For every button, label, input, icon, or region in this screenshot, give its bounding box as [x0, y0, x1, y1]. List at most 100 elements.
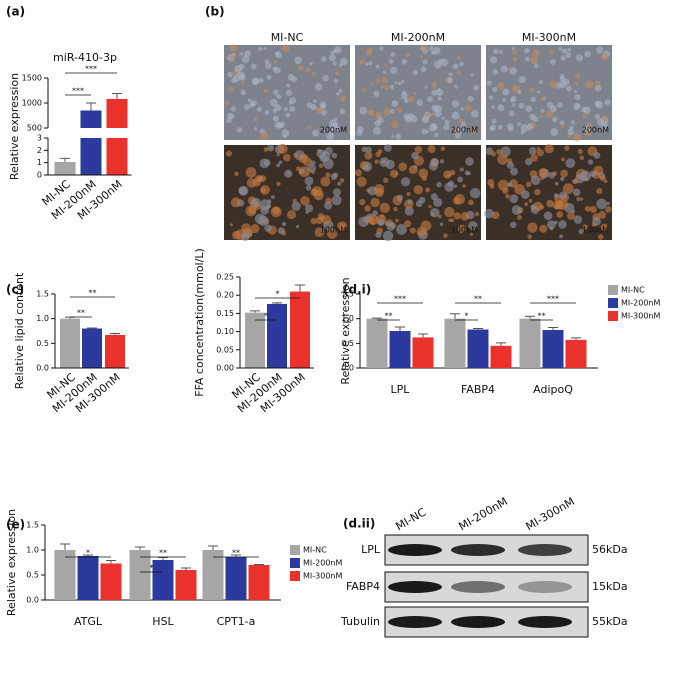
cell	[263, 46, 267, 50]
cell	[474, 211, 480, 217]
cell	[530, 56, 538, 65]
cell	[505, 194, 510, 199]
y-tick-label: 0.15	[216, 309, 234, 318]
cell	[328, 54, 336, 62]
y-tick-label: 3	[37, 134, 42, 143]
cell	[487, 179, 495, 187]
cell	[244, 104, 250, 110]
y-axis-label: Relative expression	[339, 277, 352, 384]
x-tick-label: FABP4	[461, 383, 495, 396]
cell	[579, 155, 585, 161]
cell	[421, 175, 428, 182]
legend-label: MI-NC	[303, 546, 327, 555]
blot-row-label: LPL	[361, 543, 381, 556]
cell	[244, 50, 251, 58]
cell	[300, 196, 310, 206]
cell	[283, 153, 291, 162]
error-bar	[571, 337, 581, 340]
cell	[574, 94, 581, 101]
cell	[276, 181, 281, 186]
cell	[580, 197, 584, 201]
y-tick-label: 500	[27, 124, 42, 133]
cell	[597, 234, 604, 240]
cell	[276, 163, 281, 168]
cell	[569, 125, 574, 130]
cell	[329, 130, 334, 136]
cell	[314, 227, 325, 238]
cell	[428, 204, 432, 209]
cell	[413, 91, 417, 95]
bar	[412, 337, 434, 368]
cell	[326, 228, 338, 239]
significance-label: *	[264, 312, 268, 321]
cell	[467, 95, 474, 102]
cell	[332, 49, 337, 54]
bar	[175, 570, 197, 600]
cell	[432, 84, 437, 89]
cell	[603, 179, 608, 184]
cell	[431, 90, 438, 96]
cell	[338, 88, 343, 93]
cell	[492, 86, 498, 93]
cell	[562, 48, 568, 54]
cell	[408, 95, 415, 102]
cell	[470, 73, 474, 77]
cell	[229, 53, 236, 60]
cell	[264, 224, 272, 232]
cell	[599, 175, 606, 182]
cell	[250, 197, 261, 208]
cell	[530, 96, 536, 103]
cell	[557, 102, 563, 108]
lane-label: MI-200nM	[457, 495, 510, 533]
y-axis-label: Relative expression	[5, 509, 18, 616]
cell	[457, 125, 466, 134]
cell	[354, 169, 362, 177]
cell	[457, 176, 464, 183]
band	[388, 581, 442, 593]
cell	[339, 108, 346, 115]
cell	[407, 199, 413, 205]
cell	[594, 85, 602, 92]
y-tick-label: 0.0	[26, 596, 39, 605]
cell	[382, 177, 389, 183]
cell	[281, 129, 290, 138]
cell	[443, 233, 448, 238]
cell	[462, 184, 466, 188]
significance-label: *	[465, 312, 469, 321]
cell	[558, 220, 567, 229]
cell	[318, 163, 324, 168]
cell	[543, 211, 553, 221]
cell	[389, 169, 399, 178]
cell	[377, 218, 385, 227]
cell	[436, 181, 442, 188]
cell	[598, 211, 607, 219]
cell	[395, 133, 402, 140]
cell	[502, 88, 510, 96]
cell	[374, 159, 379, 164]
cell	[277, 143, 288, 154]
cell	[416, 99, 423, 106]
cell	[310, 188, 318, 196]
cell	[601, 53, 609, 61]
cell	[558, 47, 563, 51]
blot-row-label: FABP4	[346, 580, 380, 593]
cell	[587, 159, 594, 165]
cell	[491, 118, 497, 124]
cell	[534, 188, 541, 196]
cell	[260, 131, 269, 140]
y-axis-label: Relative expression	[8, 73, 21, 180]
error-bar	[106, 560, 116, 564]
cell	[413, 165, 418, 169]
bar	[467, 329, 489, 368]
cell	[240, 89, 247, 96]
cell	[321, 110, 327, 116]
cell	[333, 122, 338, 127]
cell	[337, 181, 342, 186]
cell	[508, 126, 514, 132]
cell	[536, 149, 545, 157]
y-tick-label: 0.25	[216, 273, 234, 282]
cell	[340, 95, 347, 102]
panel-label: (d.ii)	[343, 517, 375, 531]
legend-swatch	[608, 285, 618, 295]
x-tick-label: ATGL	[74, 615, 103, 628]
